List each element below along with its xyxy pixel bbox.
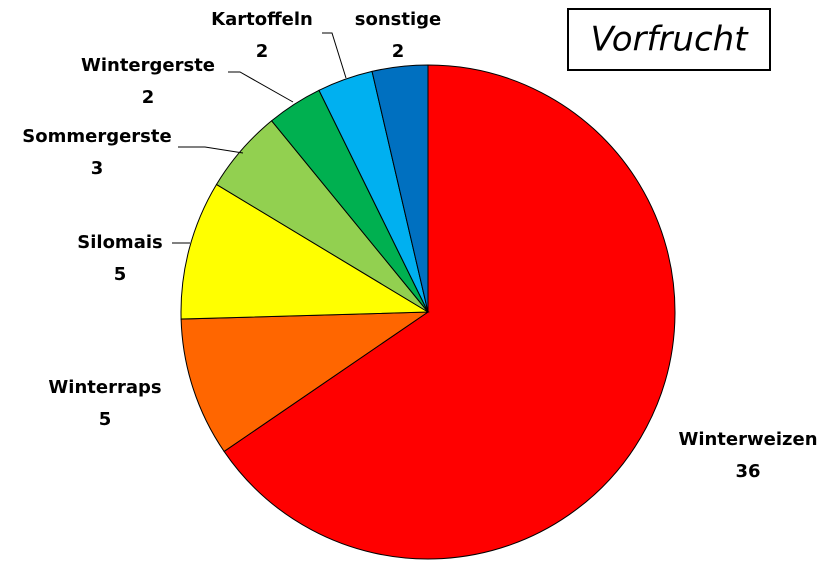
slice-value: 5 xyxy=(99,409,112,430)
leader-line xyxy=(322,32,347,79)
leader-line xyxy=(228,71,294,103)
slice-value: 2 xyxy=(142,87,155,108)
slice-label: Winterraps xyxy=(48,377,161,398)
slice-label: Wintergerste xyxy=(81,55,215,76)
slice-label: Sommergerste xyxy=(22,126,171,147)
pie-slice xyxy=(180,183,430,320)
slice-value: 2 xyxy=(392,41,405,62)
chart-title: Vorfrucht xyxy=(590,20,749,60)
leader-line xyxy=(178,146,244,154)
slice-value: 5 xyxy=(114,264,127,285)
title-box xyxy=(567,8,771,71)
slice-value: 36 xyxy=(735,461,760,482)
slices xyxy=(180,64,676,560)
slice-label: Kartoffeln xyxy=(211,9,313,30)
slice-label: Winterweizen xyxy=(678,429,817,450)
slice-value: 3 xyxy=(91,158,104,179)
slice-value: 2 xyxy=(256,41,269,62)
pie-slice xyxy=(180,311,430,453)
pie-slice xyxy=(371,64,429,313)
pie-slice xyxy=(223,64,676,560)
slice-label: Silomais xyxy=(77,232,162,253)
slice-label: sonstige xyxy=(355,9,441,30)
